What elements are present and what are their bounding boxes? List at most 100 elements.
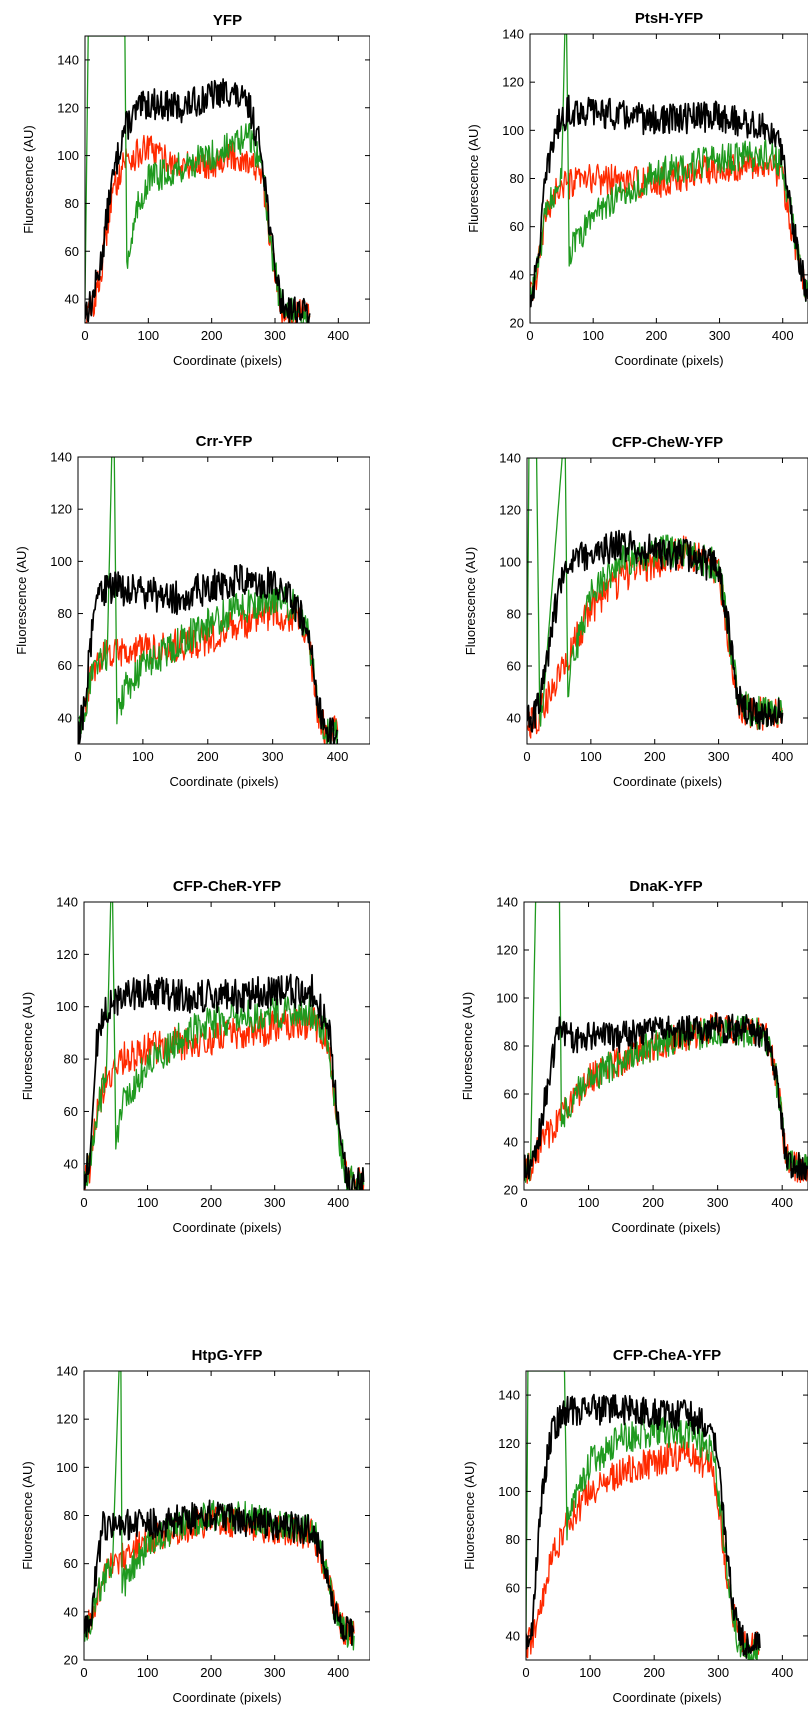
x-tick-label: 400 <box>771 1195 793 1210</box>
y-tick-label: 140 <box>50 450 72 465</box>
chart-title: CFP-CheW-YFP <box>612 434 723 451</box>
y-tick-label: 60 <box>510 219 524 234</box>
black-trace <box>78 563 339 744</box>
x-axis-label: Coordinate (pixels) <box>613 774 722 789</box>
x-tick-label: 400 <box>327 328 349 343</box>
red-trace <box>84 1005 365 1190</box>
x-tick-label: 400 <box>327 1195 349 1210</box>
x-tick-label: 300 <box>707 1665 729 1680</box>
y-axis-label: Fluorescence (AU) <box>462 1461 477 1569</box>
chart-panel: 0 100 200 300 400 20 40 60 80 100 120 140 DnaK-YFP Co… <box>460 878 808 1235</box>
y-tick-label: 140 <box>498 1388 520 1403</box>
y-tick-label: 60 <box>507 659 521 674</box>
y-tick-label: 100 <box>499 555 521 570</box>
x-tick-label: 200 <box>200 1665 222 1680</box>
chart-title: CFP-CheR-YFP <box>173 878 281 895</box>
y-tick-label: 140 <box>502 27 524 42</box>
x-tick-label: 100 <box>137 1665 159 1680</box>
green-trace <box>527 458 784 730</box>
black-trace <box>527 529 784 733</box>
y-tick-label: 120 <box>498 1436 520 1451</box>
black-trace <box>84 1499 355 1646</box>
x-tick-label: 200 <box>201 328 223 343</box>
y-tick-label: 100 <box>498 1484 520 1499</box>
plot-frame <box>526 457 808 745</box>
y-axis-label: Fluorescence (AU) <box>20 1461 35 1569</box>
y-axis-label: Fluorescence (AU) <box>14 546 29 654</box>
y-tick-label: 100 <box>56 1460 78 1475</box>
x-tick-label: 400 <box>772 749 794 764</box>
chart-title: YFP <box>213 12 242 29</box>
y-tick-label: 120 <box>502 75 524 90</box>
y-tick-label: 140 <box>499 451 521 466</box>
y-tick-label: 120 <box>50 502 72 517</box>
x-tick-label: 400 <box>772 328 794 343</box>
x-axis-label: Coordinate (pixels) <box>611 1220 720 1235</box>
black-trace <box>530 94 808 308</box>
y-tick-label: 60 <box>58 658 72 673</box>
x-axis-label: Coordinate (pixels) <box>612 1690 721 1705</box>
x-tick-label: 100 <box>578 1195 600 1210</box>
x-tick-label: 200 <box>643 1665 665 1680</box>
x-tick-label: 100 <box>137 1195 159 1210</box>
x-tick-label: 300 <box>264 1665 286 1680</box>
red-trace <box>530 148 808 301</box>
x-tick-label: 200 <box>197 749 219 764</box>
x-tick-label: 400 <box>327 1665 349 1680</box>
plot-frame <box>84 35 370 324</box>
x-tick-label: 200 <box>644 749 666 764</box>
black-trace <box>85 78 311 323</box>
x-tick-label: 100 <box>580 749 602 764</box>
y-tick-label: 140 <box>56 895 78 910</box>
y-tick-label: 40 <box>64 1156 78 1171</box>
x-axis-label: Coordinate (pixels) <box>173 353 282 368</box>
y-tick-label: 80 <box>510 171 524 186</box>
chart-panel: 0 100 200 300 400 40 60 80 100 120 140 YFP Coordinat… <box>21 12 370 368</box>
y-tick-label: 120 <box>57 100 79 115</box>
x-tick-label: 100 <box>579 1665 601 1680</box>
x-tick-label: 200 <box>646 328 668 343</box>
x-tick-label: 0 <box>80 1195 87 1210</box>
y-tick-label: 100 <box>496 991 518 1006</box>
x-tick-label: 0 <box>523 749 530 764</box>
y-tick-label: 80 <box>64 1508 78 1523</box>
chart-title: PtsH-YFP <box>635 10 703 27</box>
x-tick-label: 0 <box>526 328 533 343</box>
y-tick-label: 80 <box>58 606 72 621</box>
y-tick-label: 60 <box>65 244 79 259</box>
y-tick-label: 100 <box>502 123 524 138</box>
y-tick-label: 140 <box>496 895 518 910</box>
y-tick-label: 60 <box>64 1556 78 1571</box>
x-tick-label: 200 <box>200 1195 222 1210</box>
green-trace <box>84 1371 355 1651</box>
x-tick-label: 100 <box>582 328 604 343</box>
y-tick-label: 120 <box>499 503 521 518</box>
y-tick-label: 140 <box>56 1364 78 1379</box>
y-tick-label: 80 <box>506 1532 520 1547</box>
y-tick-label: 120 <box>56 1412 78 1427</box>
chart-title: HtpG-YFP <box>192 1347 263 1364</box>
plot-frame <box>525 1370 808 1661</box>
y-axis-label: Fluorescence (AU) <box>460 992 475 1100</box>
x-axis-label: Coordinate (pixels) <box>169 774 278 789</box>
red-trace <box>84 1506 355 1646</box>
y-tick-label: 20 <box>510 316 524 331</box>
chart-panel: 0 100 200 300 400 40 60 80 100 120 140 CFP-CheW-YFP… <box>463 434 808 789</box>
y-tick-label: 60 <box>506 1580 520 1595</box>
y-tick-label: 60 <box>504 1087 518 1102</box>
chart-title: DnaK-YFP <box>629 878 702 895</box>
plot-frame <box>83 901 370 1191</box>
y-axis-label: Fluorescence (AU) <box>466 124 481 232</box>
y-tick-label: 80 <box>504 1039 518 1054</box>
x-tick-label: 300 <box>262 749 284 764</box>
y-tick-label: 40 <box>504 1135 518 1150</box>
x-tick-label: 300 <box>264 1195 286 1210</box>
red-trace <box>524 1012 808 1184</box>
x-tick-label: 400 <box>327 749 349 764</box>
x-axis-label: Coordinate (pixels) <box>614 353 723 368</box>
y-tick-label: 80 <box>507 607 521 622</box>
y-axis-label: Fluorescence (AU) <box>20 992 35 1100</box>
green-trace <box>530 34 808 303</box>
x-tick-label: 400 <box>772 1665 794 1680</box>
y-tick-label: 120 <box>496 943 518 958</box>
